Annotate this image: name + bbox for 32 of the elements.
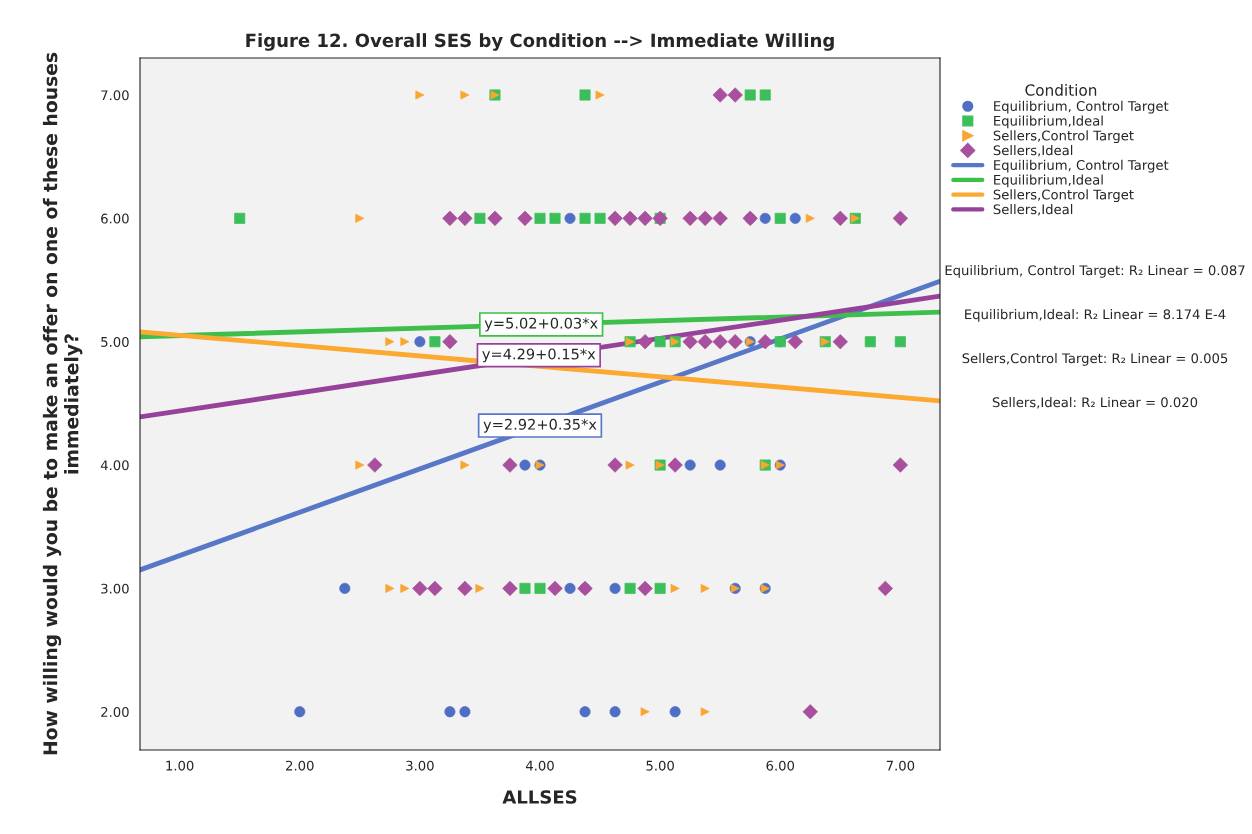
text: Equilibrium, Control Target: R₂ Linear = 0.087	[945, 265, 1245, 278]
y-axis-title: How willing would you be to make an offer on one of these houses immediately?	[42, 52, 83, 755]
x-tick-label: 7.00	[886, 760, 915, 771]
x-tick-label: 3.00	[406, 760, 434, 771]
x-tick-label: 6.00	[766, 760, 795, 771]
text: Equilibrium,Ideal: R₂ Linear = 8.174 E-4	[965, 309, 1226, 322]
y-tick-label: 7.00	[101, 90, 129, 101]
y-tick-label: 4.00	[100, 460, 129, 471]
text: Sellers,Ideal: R₂ Linear = 0.020	[992, 397, 1198, 409]
legend-label: Equilibrium,Ideal	[994, 115, 1103, 129]
annotation: y=5.02+0.03*x	[484, 317, 598, 332]
x-axis-title: ALLSES	[502, 790, 577, 804]
legend-label: Sellers,Control Target	[993, 130, 1134, 144]
chart-title: Figure 12. Overall SES by Condition --> Immediate Willing	[246, 33, 834, 51]
y-tick-label: 5.00	[101, 336, 129, 347]
y-tick-label: 2.00	[101, 706, 129, 717]
annotation: y=4.29+0.15*x	[482, 348, 596, 363]
legend-label: Sellers,Ideal	[993, 145, 1073, 157]
legend-label: Equilibrium, Control Target	[994, 159, 1169, 173]
legend-title: Condition	[1025, 84, 1097, 96]
x-tick-label: 2.00	[286, 760, 314, 771]
legend-label: Equilibrium, Control Target	[994, 100, 1169, 114]
x-tick-label: 1.00	[166, 760, 194, 771]
legend-label: Sellers,Ideal	[993, 204, 1073, 216]
legend-label: Equilibrium,Ideal	[994, 174, 1103, 188]
y-tick-label: 3.00	[101, 583, 129, 594]
y-tick-label: 6.00	[101, 213, 129, 224]
x-tick-label: 5.00	[646, 760, 674, 771]
x-tick-label: 4.00	[525, 760, 554, 771]
legend-label: Sellers,Control Target	[993, 189, 1134, 203]
text: Sellers,Control Target: R₂ Linear = 0.005	[962, 353, 1228, 366]
annotation: y=2.92+0.35*x	[483, 418, 597, 433]
